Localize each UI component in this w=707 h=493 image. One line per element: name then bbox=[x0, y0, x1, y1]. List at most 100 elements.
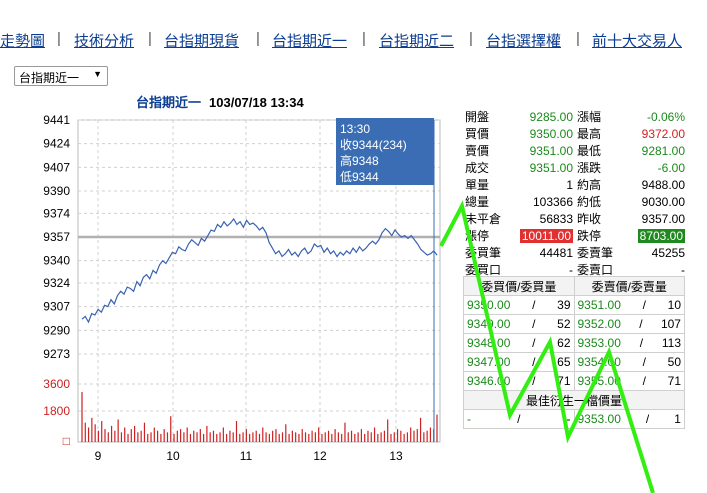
ask-header: 委賣價/委賣量 bbox=[573, 276, 685, 296]
ask-price: 9354.00 bbox=[577, 355, 621, 369]
nav-separator: | bbox=[57, 30, 61, 47]
quote-table: 開盤 9285.00 漲幅 -0.06% 買價 9350.00 最高 9372.00 賣價 935… bbox=[463, 108, 687, 278]
ask-level[interactable]: 9355.00 / 71 bbox=[573, 371, 685, 391]
slash: / bbox=[532, 355, 536, 369]
tooltip-low: 低9344 bbox=[340, 170, 379, 184]
nav-index-futures-spot[interactable]: 台指期現貨 bbox=[164, 33, 240, 50]
tooltip-close: 收9344(234) bbox=[340, 138, 407, 152]
bid-level[interactable]: 9346.00 / 71 bbox=[463, 371, 575, 391]
slash: / bbox=[642, 298, 646, 312]
quote-label: 開盤 bbox=[465, 110, 490, 124]
nav-index-futures-near2[interactable]: 台指期近二 bbox=[379, 33, 455, 50]
quote-label: 賣價 bbox=[465, 144, 490, 158]
bid-level[interactable]: 9350.00 / 39 bbox=[463, 295, 575, 315]
slash: / bbox=[532, 336, 536, 350]
x-tick-label: 9 bbox=[95, 449, 102, 463]
quote-label: 最高 bbox=[577, 127, 602, 141]
ask-level[interactable]: 9354.00 / 50 bbox=[573, 352, 685, 372]
ask-level[interactable]: 9351.00 / 10 bbox=[573, 295, 685, 315]
volume-tick-label: □ bbox=[63, 434, 70, 448]
contract-select[interactable]: 台指期近一 ▼ bbox=[14, 66, 108, 86]
quote-row: 總量 103366 約低 9030.00 bbox=[463, 193, 687, 210]
quote-value: 9285.00 bbox=[529, 109, 574, 124]
ask-price: 9353.00 bbox=[577, 336, 621, 350]
chevron-down-icon: ▼ bbox=[93, 69, 102, 79]
quote-datetime: 103/07/18 13:34 bbox=[209, 95, 304, 110]
bid-price: 9346.00 bbox=[467, 374, 511, 388]
bid-price: 9348.00 bbox=[467, 336, 511, 350]
quote-label: 漲幅 bbox=[577, 110, 602, 124]
intraday-chart[interactable]: 9441 9424 9407 9390 9374 9357 9340 9324 9307 9290… bbox=[0, 110, 460, 465]
price-line bbox=[81, 217, 438, 324]
y-tick-label: 9324 bbox=[43, 276, 70, 290]
quote-label: 委賣口 bbox=[577, 263, 614, 277]
quote-label: 昨收 bbox=[577, 212, 602, 226]
quote-label: 委賣筆 bbox=[577, 246, 614, 260]
ask-level[interactable]: 9353.00 / 113 bbox=[573, 333, 685, 353]
quote-value: 9372.00 bbox=[641, 126, 686, 141]
quote-label: 跌停 bbox=[577, 229, 602, 243]
ask-level[interactable]: 9352.00 / 107 bbox=[573, 314, 685, 334]
bid-price: 9349.00 bbox=[467, 317, 511, 331]
quote-value: 9030.00 bbox=[641, 194, 686, 209]
order-book: 委買價/委買量 委賣價/委賣量 9350.00 / 39 9351.00 / 10 9349… bbox=[463, 276, 685, 429]
nav-technical-analysis[interactable]: 技術分析 bbox=[74, 33, 135, 50]
quote-label: 買價 bbox=[465, 127, 490, 141]
y-tick-label: 9374 bbox=[43, 206, 70, 220]
y-tick-label: 9407 bbox=[43, 160, 70, 174]
quote-label: 未平倉 bbox=[465, 212, 502, 226]
quote-label: 總量 bbox=[465, 195, 490, 209]
nav-separator: | bbox=[148, 30, 152, 47]
derived-bid-qty: - bbox=[566, 412, 571, 426]
quote-value: 9350.00 bbox=[529, 126, 574, 141]
chart-tooltip: 13:30 收9344(234) 高9348 低9344 bbox=[336, 118, 434, 185]
quote-row: 買價 9350.00 最高 9372.00 bbox=[463, 125, 687, 142]
slash: / bbox=[532, 317, 536, 331]
bid-level[interactable]: 9347.00 / 65 bbox=[463, 352, 575, 372]
nav-chart[interactable]: 走勢圖 bbox=[0, 33, 46, 50]
nav-index-futures-near1[interactable]: 台指期近一 bbox=[272, 33, 348, 50]
bid-qty: 39 bbox=[557, 298, 571, 312]
quote-value: 8703.00 bbox=[637, 228, 686, 243]
slash: / bbox=[645, 412, 650, 426]
bid-qty: 62 bbox=[557, 336, 571, 350]
x-tick-label: 13 bbox=[389, 449, 403, 463]
quote-row: 賣價 9351.00 最低 9281.00 bbox=[463, 142, 687, 159]
slash: / bbox=[642, 374, 646, 388]
quote-value: 103366 bbox=[532, 194, 574, 209]
bid-level[interactable]: 9348.00 / 62 bbox=[463, 333, 575, 353]
derived-header: 最佳衍生一檔價量 bbox=[463, 390, 685, 410]
tooltip-high: 高9348 bbox=[340, 154, 379, 168]
quote-row: 委買筆 44481 委賣筆 45255 bbox=[463, 244, 687, 261]
quote-label: 最低 bbox=[577, 144, 602, 158]
quote-value: 56833 bbox=[539, 211, 574, 226]
ask-qty: 10 bbox=[667, 298, 681, 312]
contract-name: 台指期近一 bbox=[136, 95, 202, 110]
quote-value: -0.06% bbox=[647, 109, 686, 124]
x-tick-label: 11 bbox=[240, 449, 253, 463]
page-title: 台指期近一 103/07/18 13:34 bbox=[136, 92, 304, 111]
tooltip-time: 13:30 bbox=[340, 122, 371, 136]
book-row: 9347.00 / 65 9354.00 / 50 bbox=[463, 352, 685, 372]
quote-value: 1 bbox=[566, 177, 574, 192]
quote-value: 9351.00 bbox=[529, 160, 574, 175]
ask-price: 9352.00 bbox=[577, 317, 621, 331]
book-row: 9348.00 / 62 9353.00 / 113 bbox=[463, 333, 685, 353]
ask-qty: 107 bbox=[660, 317, 681, 331]
y-tick-label: 9290 bbox=[43, 323, 70, 337]
slash: / bbox=[532, 298, 536, 312]
quote-row: 開盤 9285.00 漲幅 -0.06% bbox=[463, 108, 687, 125]
bid-qty: 71 bbox=[557, 374, 571, 388]
ask-qty: 50 bbox=[667, 355, 681, 369]
y-tick-label: 9273 bbox=[43, 347, 70, 361]
y-tick-label: 9357 bbox=[43, 230, 70, 244]
derived-ask-price: 9353.00 bbox=[577, 412, 621, 426]
nav-index-options[interactable]: 台指選擇權 bbox=[486, 33, 562, 50]
quote-label: 約高 bbox=[577, 178, 602, 192]
quote-value: - bbox=[681, 262, 686, 277]
book-row: 9350.00 / 39 9351.00 / 10 bbox=[463, 295, 685, 315]
nav-top10-traders[interactable]: 前十大交易人 bbox=[592, 33, 683, 50]
y-tick-label: 9441 bbox=[43, 113, 70, 127]
bid-level[interactable]: 9349.00 / 52 bbox=[463, 314, 575, 334]
quote-value: -6.00 bbox=[657, 160, 686, 175]
